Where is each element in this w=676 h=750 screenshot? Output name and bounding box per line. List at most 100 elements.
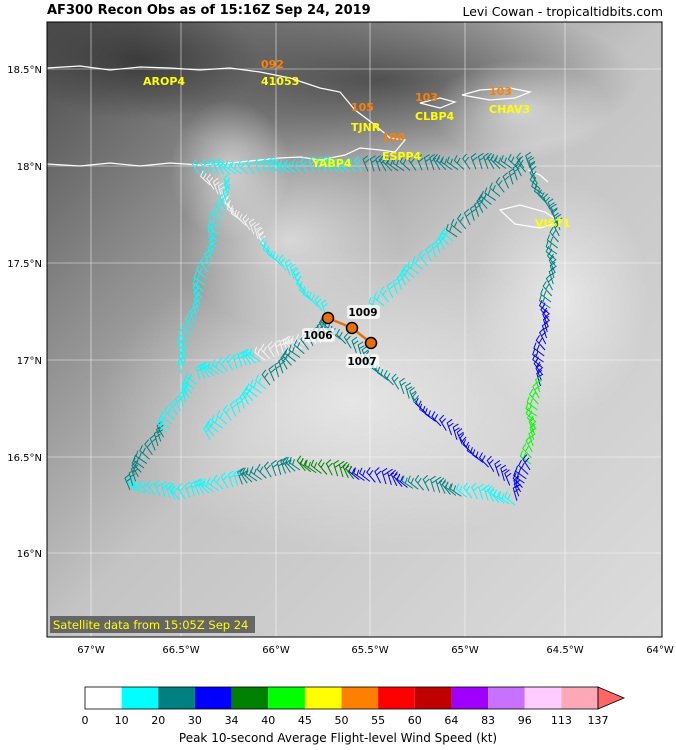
lat-tick: 16.5°N	[7, 453, 42, 464]
wind-barb	[538, 294, 551, 309]
wind-barb	[211, 207, 222, 223]
wind-barb	[242, 348, 252, 365]
colorbar-tick: 60	[408, 714, 422, 727]
colorbar-segment	[488, 687, 525, 709]
wind-barb	[376, 366, 389, 381]
colorbar-tick: 0	[82, 714, 89, 727]
lat-tick: 18°N	[17, 162, 42, 173]
wind-barb	[546, 234, 559, 249]
center-fix-marker	[345, 321, 359, 335]
wind-barb	[261, 369, 271, 386]
wind-barb	[217, 182, 225, 199]
wind-barb	[470, 153, 478, 170]
wind-barb	[185, 371, 198, 385]
wind-barb	[284, 258, 292, 276]
colorbar-segment	[121, 687, 159, 709]
wind-barb	[522, 443, 532, 459]
colorbar-segment	[561, 687, 598, 709]
colorbar-segment	[451, 687, 489, 709]
pressure-obs-label: 100	[382, 131, 405, 144]
pressure-obs-label: 103	[415, 91, 438, 104]
wind-barb	[545, 274, 553, 291]
wind-barb	[353, 467, 365, 481]
wind-barb	[431, 411, 442, 427]
wind-barb	[235, 211, 247, 226]
wind-barb	[260, 343, 271, 359]
wind-barb	[548, 267, 556, 285]
satellite-background	[47, 22, 662, 637]
wind-barb	[213, 474, 224, 490]
wind-barb	[191, 159, 201, 176]
colorbar-segment	[524, 687, 562, 709]
wind-barb	[207, 220, 219, 235]
wind-barb	[254, 157, 262, 174]
wind-barb	[212, 359, 224, 374]
wind-barb	[551, 208, 560, 226]
colorbar-segment	[85, 687, 122, 709]
lat-tick: 18.5°N	[7, 65, 42, 76]
station-label-arop4: AROP4	[143, 75, 185, 88]
wind-barb	[476, 196, 484, 213]
wind-barb	[237, 159, 249, 175]
wind-barb	[164, 405, 176, 420]
wind-barb	[542, 193, 551, 210]
wind-barb	[213, 158, 221, 175]
wind-barb	[500, 464, 508, 481]
station-label-espp4: ESPP4	[382, 150, 422, 163]
wind-barb	[193, 271, 206, 286]
colorbar-segment	[268, 687, 305, 709]
wind-barb	[177, 357, 185, 374]
lat-tick: 16°N	[17, 549, 42, 560]
wind-barb	[222, 186, 230, 203]
wind-barb	[271, 251, 283, 267]
lat-tick: 17°N	[17, 356, 42, 367]
wind-barb	[533, 342, 545, 357]
wind-barb	[516, 156, 527, 173]
wind-barb	[522, 454, 531, 471]
lon-tick: 67°W	[77, 645, 105, 656]
wind-barb	[463, 482, 473, 499]
pressure-obs-label: 103	[489, 85, 512, 98]
wind-barb	[391, 373, 400, 390]
wind-barb	[411, 392, 421, 408]
wind-barb	[471, 482, 479, 500]
wind-barb	[429, 475, 437, 493]
colorbar-tick: 96	[518, 714, 532, 727]
wind-barb	[253, 346, 266, 361]
wind-barb	[226, 203, 239, 217]
wind-barb	[504, 469, 512, 486]
wind-barb	[373, 292, 385, 307]
wind-barb	[139, 444, 150, 460]
wind-barb	[135, 450, 148, 465]
lon-tick: 64.5°W	[546, 645, 583, 656]
colorbar-tick: 45	[298, 714, 312, 727]
wind-barb	[308, 291, 319, 307]
wind-barb	[532, 348, 544, 363]
wind-barb	[399, 269, 407, 286]
colorbar-tick: 137	[588, 714, 609, 727]
center-fix-marker	[364, 336, 378, 350]
wind-barb	[282, 456, 291, 473]
wind-barb	[154, 479, 162, 497]
wind-barb	[362, 155, 370, 172]
wind-barb	[392, 157, 405, 172]
wind-barb	[379, 286, 389, 303]
wind-barb	[478, 483, 486, 500]
wind-barb	[218, 356, 229, 372]
wind-barb	[338, 158, 351, 173]
wind-barb	[178, 328, 191, 343]
wind-barb	[472, 449, 484, 463]
wind-barb	[450, 219, 462, 234]
wind-barb	[540, 288, 552, 303]
wind-barb	[399, 377, 407, 395]
colorbar-extend-arrow	[597, 686, 626, 710]
wind-barb	[422, 474, 430, 492]
wind-barb	[214, 199, 224, 216]
wind-barb	[489, 182, 501, 197]
lon-tick: 65°W	[451, 645, 479, 656]
wind-barb	[196, 264, 207, 280]
wind-barb	[317, 459, 328, 475]
wind-barb	[445, 223, 458, 238]
wind-barb	[459, 433, 468, 450]
center-fix-marker	[321, 311, 335, 325]
